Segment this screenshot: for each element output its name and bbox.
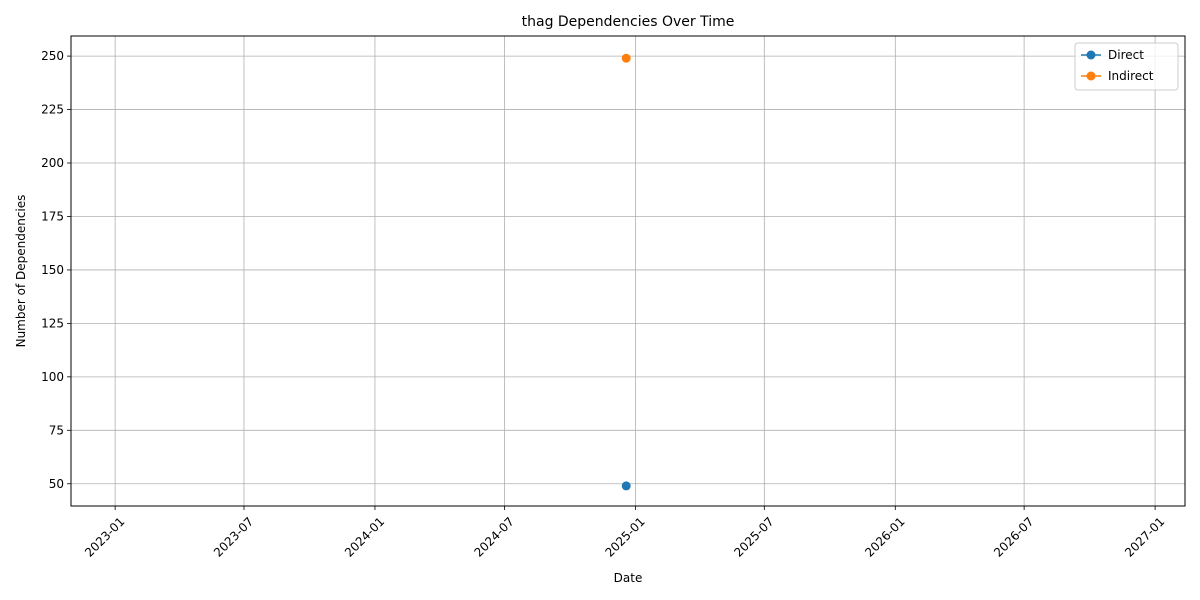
legend: Direct Indirect: [1074, 42, 1179, 91]
x-tick-label: 2023-07: [211, 514, 256, 559]
legend-label-direct: Direct: [1108, 48, 1144, 62]
chart-title: thag Dependencies Over Time: [522, 14, 735, 30]
y-axis-title: Number of Dependencies: [14, 195, 28, 348]
x-axis-ticks: 2023-01 2023-07 2024-01 2024-07 2025-01 2025-…: [82, 506, 1167, 560]
plot-frame: [70, 35, 1186, 507]
legend-marker-direct: [1086, 50, 1096, 60]
legend-label-indirect: Indirect: [1108, 69, 1154, 83]
x-tick-label: 2026-01: [862, 514, 907, 559]
y-tick-label: 175: [41, 209, 64, 223]
x-tick-label: 2025-01: [602, 514, 647, 559]
x-tick-label: 2023-01: [82, 514, 127, 559]
y-tick-label: 200: [41, 156, 64, 170]
y-tick-label: 50: [49, 477, 64, 491]
y-axis-ticks: 50 75 100 125 150 175 200 225 250: [41, 49, 71, 491]
x-tick-label: 2024-07: [471, 514, 516, 559]
x-axis-title: Date: [614, 571, 643, 585]
y-tick-label: 150: [41, 263, 64, 277]
y-tick-label: 125: [41, 316, 64, 330]
x-tick-label: 2025-07: [731, 514, 776, 559]
plot-background: [71, 36, 1185, 506]
x-tick-label: 2027-01: [1122, 514, 1167, 559]
series-layer: [621, 53, 631, 491]
x-tick-label: 2026-07: [991, 514, 1036, 559]
data-point-indirect: [621, 53, 631, 63]
y-tick-label: 225: [41, 103, 64, 117]
data-point-direct: [621, 481, 631, 491]
y-tick-label: 75: [49, 423, 64, 437]
y-tick-label: 250: [41, 49, 64, 63]
x-tick-label: 2024-01: [342, 514, 387, 559]
y-tick-label: 100: [41, 370, 64, 384]
legend-marker-indirect: [1086, 71, 1096, 81]
